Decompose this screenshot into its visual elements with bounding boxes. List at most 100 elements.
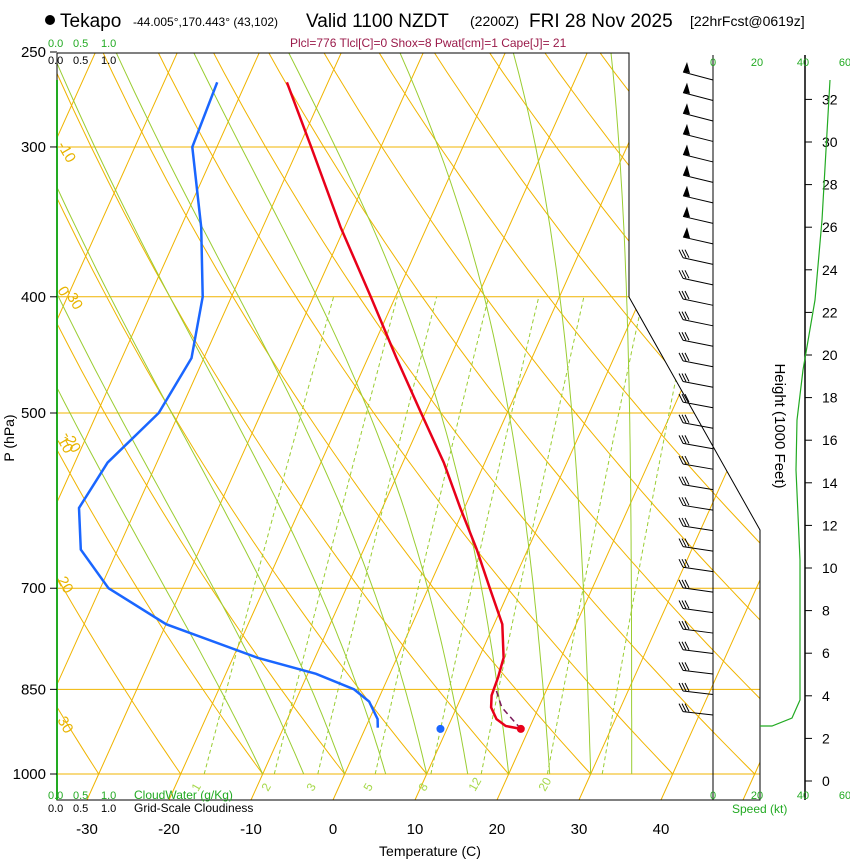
profiles <box>79 82 525 733</box>
y-axis-label: P (hPa) <box>1 414 17 461</box>
wind-barb-flag <box>683 206 690 217</box>
wind-barb <box>683 382 713 388</box>
wind-barb <box>683 464 713 469</box>
height-tick-label: 16 <box>822 432 838 448</box>
height-tick-label: 8 <box>822 603 830 619</box>
temperature-tick-label: 30 <box>571 821 588 838</box>
cloud-water-scale-label: 0.0 <box>48 38 63 50</box>
wind-barb <box>683 340 713 346</box>
speed-scale-label: 40 <box>797 57 809 69</box>
wind-barb <box>683 299 713 305</box>
height-tick-label: 22 <box>822 304 838 320</box>
wind-barb <box>683 113 713 121</box>
dewpoint-line <box>79 82 378 727</box>
pressure-tick-label: 250 <box>21 44 46 61</box>
dry-adiabat-line <box>529 31 850 774</box>
wind-barb <box>683 361 713 367</box>
wind-barb <box>683 278 713 285</box>
mixing-ratio-line <box>481 297 584 774</box>
temperature-tick-label: 10 <box>407 821 424 838</box>
wind-barb <box>683 72 713 80</box>
station-coords: -44.005°,170.443° (43,102) <box>133 15 278 29</box>
wind-barb <box>683 402 713 408</box>
wind-barb <box>683 670 713 674</box>
isotherm-label: 30 <box>733 459 756 482</box>
wind-barb <box>683 505 713 510</box>
temperature-tick-label: 20 <box>489 821 506 838</box>
isotherm-line <box>87 774 99 800</box>
wind-speed-profile <box>760 80 830 726</box>
height-tick-label: 24 <box>822 262 838 278</box>
wind-barb-flag <box>683 186 690 197</box>
temperature-surface-marker <box>517 725 525 733</box>
dry-adiabat-line <box>0 31 17 774</box>
height-tick-label: 18 <box>822 390 838 406</box>
cloudiness-scale-label: 1.0 <box>101 803 116 815</box>
cloudiness-scale-label: 1.0 <box>101 55 116 67</box>
wind-barb <box>683 196 713 203</box>
moist-adiabat-line <box>507 31 591 774</box>
temperature-line <box>287 82 521 729</box>
mixing-ratio-label: 2 <box>258 780 274 793</box>
wind-barb <box>683 691 713 695</box>
wind-barb <box>683 629 713 633</box>
pressure-tick-label: 400 <box>21 289 46 306</box>
height-tick-label: 0 <box>822 773 830 789</box>
temperature-tick-label: 40 <box>653 821 670 838</box>
dry-adiabat-line <box>475 31 850 774</box>
dry-adiabat-line <box>311 31 850 774</box>
wind-barb <box>683 237 713 244</box>
isotherm-line <box>755 52 850 774</box>
wind-barb <box>683 567 713 571</box>
mixing-ratio-label: 3 <box>303 780 319 793</box>
isotherm-line <box>497 774 509 800</box>
mixing-ratio-line <box>204 297 333 774</box>
wind-barb-flag <box>683 227 690 238</box>
wind-barb-flag <box>683 124 690 135</box>
wind-barb-flag <box>683 145 690 156</box>
wind-barb <box>683 134 713 142</box>
speed-scale-label: 0 <box>710 790 716 802</box>
height-tick-label: 30 <box>822 134 838 150</box>
speed-scale-label: 60 <box>839 790 850 802</box>
isotherm-line <box>661 774 673 800</box>
cloudiness-label: Grid-Scale Cloudiness <box>134 801 253 815</box>
dry-adiabat-line <box>93 31 591 774</box>
wind-barb-flag <box>683 62 690 73</box>
wind-barb <box>683 650 713 654</box>
dry-adiabat-line <box>0 31 99 774</box>
wind-barb <box>683 155 713 162</box>
dewpoint-surface-marker <box>436 725 444 733</box>
wind-barb <box>683 712 713 715</box>
wind-barb-flag <box>683 103 690 114</box>
pressure-tick-label: 300 <box>21 139 46 156</box>
temperature-tick-label: 0 <box>329 821 337 838</box>
pressure-tick-label: 1000 <box>13 766 46 783</box>
height-tick-label: 14 <box>822 475 838 491</box>
isotherm-label: 20 <box>692 379 715 402</box>
isotherm-line <box>0 52 14 774</box>
cloudiness-scale-label: 0.0 <box>48 803 63 815</box>
wind-barb <box>683 216 713 223</box>
speed-scale-label: 20 <box>751 57 763 69</box>
mixing-ratio-line <box>431 297 539 774</box>
pressure-tick-label: 700 <box>21 580 46 597</box>
speed-scale-label: 0 <box>710 57 716 69</box>
pressure-tick-label: 850 <box>21 681 46 698</box>
sounding-parameters: Plcl=776 Tlcl[C]=0 Shox=8 Pwat[cm]=1 Cap… <box>290 36 567 50</box>
cloud-water-scale-label: 1.0 <box>101 790 116 802</box>
speed-axis-label: Speed (kt) <box>732 802 787 816</box>
isotherm-line <box>673 52 850 774</box>
mixing-ratio-label: 12 <box>465 775 484 794</box>
x-axis-label: Temperature (C) <box>379 843 481 859</box>
height-tick-label: 6 <box>822 645 830 661</box>
temperature-tick-label: -10 <box>240 821 262 838</box>
wind-barb-flag <box>683 83 690 94</box>
height-tick-label: 32 <box>822 91 838 107</box>
cloud-water-scale-label: 0.0 <box>48 790 63 802</box>
